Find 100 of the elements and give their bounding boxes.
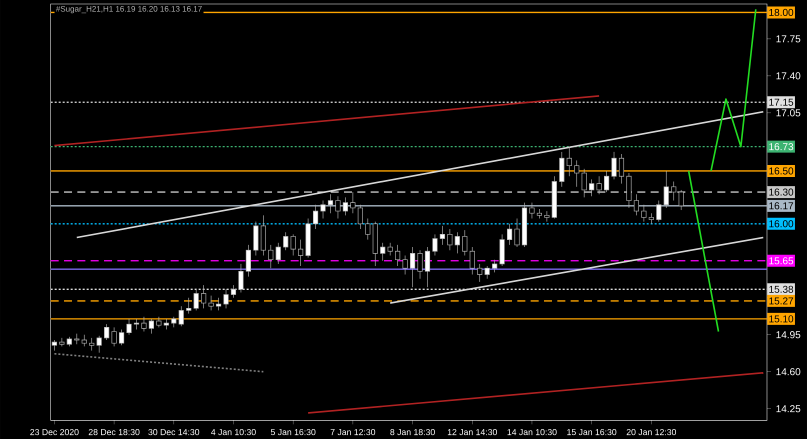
x-tick-label: 8 Jan 18:30 [390,429,435,436]
candlestick [104,324,110,340]
candlestick [611,152,617,180]
candlestick [424,246,430,288]
chart-title: #Sugar_H21,H1 16.19 16.20 16.13 16.17 [56,6,202,14]
candlestick [82,334,87,347]
y-tick-label: 17.75 [776,35,800,42]
candlestick [566,146,572,177]
candlestick [335,196,341,219]
candlestick [417,250,423,280]
x-tick-label: 30 Dec 14:30 [148,429,200,436]
candlestick [365,218,370,240]
candlestick [171,316,176,328]
candlestick [380,242,386,262]
candlestick [402,255,408,275]
candlestick [574,160,580,188]
candlestick [678,190,684,210]
ref-line-label: 15.38 [769,286,794,293]
x-tick-label: 12 Jan 14:30 [448,429,497,436]
candlestick [276,242,281,264]
candlestick [178,306,184,327]
candlestick [238,264,244,293]
y-tick-label: 14.60 [776,368,800,376]
y-tick-label: 17.05 [776,109,800,116]
candlestick [618,154,624,184]
candlestick [477,264,482,282]
candlestick [298,239,304,266]
candlestick [246,244,251,277]
candlestick [358,204,363,230]
candlestick [529,202,535,219]
ref-line-label: 18.00 [769,8,794,16]
x-tick-label: 4 Jan 10:30 [211,429,256,436]
candlestick [156,316,162,328]
candlestick [596,176,602,195]
ref-line-label: 15.65 [769,257,794,264]
candlestick [96,335,102,354]
x-tick-label: 14 Jan 10:30 [508,429,557,436]
candlestick [201,284,206,309]
candlestick [664,170,669,208]
candlestick [148,318,154,334]
candlestick [582,168,587,198]
ref-line-label: 16.50 [769,167,794,174]
candlestick [350,192,356,214]
candlestick [492,259,498,273]
candlestick [514,218,520,248]
candlestick [283,232,288,251]
candlestick [290,234,296,256]
candlestick [89,338,94,351]
ref-line-label: 15.10 [769,315,794,322]
x-tick-label: 28 Dec 18:30 [88,429,140,436]
candlestick [395,244,400,266]
candlestick [536,208,542,219]
y-tick-label: 14.95 [776,331,800,338]
candlestick [648,212,654,224]
candlestick [186,297,192,314]
x-tick-label: 20 Jan 12:30 [626,429,676,436]
candlestick [112,326,117,347]
x-tick-label: 5 Jan 16:30 [270,429,316,436]
candlestick [164,318,169,330]
candlestick [462,230,468,256]
candlestick [320,200,326,219]
ref-line-label: 16.00 [769,220,794,228]
candlestick [484,266,490,280]
candlestick [506,223,512,246]
candlestick [312,204,318,230]
candlestick [440,226,445,246]
ref-line-label: 15.27 [769,297,794,304]
candlestick [230,284,236,298]
candlestick [656,200,662,222]
x-tick-label: 23 Dec 2020 [30,429,79,436]
candlestick [141,316,147,332]
candlestick [118,329,124,346]
candlestick [470,246,475,275]
candlestick [447,228,452,251]
candlestick [544,210,550,222]
candlestick [604,170,610,192]
candlestick [223,288,229,309]
candlestick [268,244,274,268]
candlestick [589,179,594,197]
line-series [710,8,757,172]
ref-line-label: 17.15 [769,98,794,106]
x-tick-label: 7 Jan 12:30 [330,429,376,436]
candlestick [126,318,132,336]
ref-line-label: 16.17 [769,202,794,210]
x-tick-label: 15 Jan 16:30 [567,429,616,436]
candlestick [342,197,348,216]
y-tick-label: 14.25 [776,405,800,412]
candlestick [328,194,334,214]
ref-line-label: 16.30 [769,188,794,196]
ref-line-label: 16.73 [769,143,794,150]
candlestick [671,181,676,201]
candlestick [208,295,214,311]
candlestick [410,246,416,288]
candlestick [432,234,438,256]
y-tick-label: 17.40 [776,72,800,80]
candlestick [388,242,393,256]
candlestick [66,336,72,347]
candlestick [194,288,199,311]
candlestick [641,204,646,222]
candlestick [559,152,564,188]
